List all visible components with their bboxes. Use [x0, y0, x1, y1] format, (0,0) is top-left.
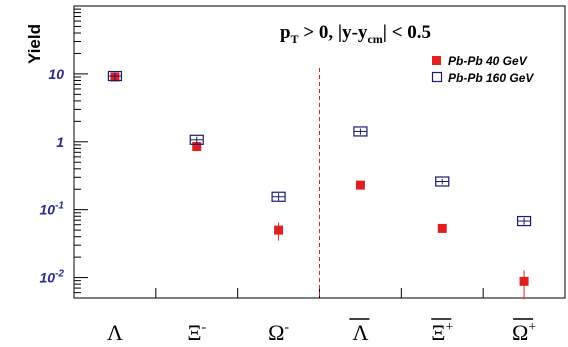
category-label: Ξ- — [187, 320, 206, 345]
y-tick-label: 10-1 — [40, 201, 65, 218]
point-160gev-4 — [435, 176, 450, 187]
point-160gev-0 — [107, 70, 123, 82]
legend-marker-160gev — [431, 71, 443, 83]
category-label: Λ — [107, 320, 123, 345]
point-160gev-3 — [353, 126, 368, 137]
point-40gev-1 — [192, 142, 202, 152]
point-40gev-5 — [519, 270, 529, 300]
svg-text:Ξ+: Ξ+ — [431, 320, 453, 345]
point-40gev-4 — [437, 223, 447, 233]
y-tick-label: 1 — [56, 134, 64, 150]
y-axis-label: Yield — [25, 24, 44, 64]
category-label: Ω+ — [512, 318, 536, 345]
point-160gev-1 — [189, 134, 204, 145]
svg-text:Ξ-: Ξ- — [187, 320, 206, 345]
category-label: Λ — [349, 318, 370, 345]
legend: Pb-Pb 40 GeV Pb-Pb 160 GeV — [431, 54, 534, 85]
svg-text:Ω-: Ω- — [268, 320, 289, 345]
legend-marker-40gev — [432, 56, 441, 65]
svg-text:Ω+: Ω+ — [512, 320, 536, 345]
category-label: Ξ+ — [431, 318, 453, 345]
legend-label-40gev: Pb-Pb 40 GeV — [448, 54, 528, 68]
legend-label-160gev: Pb-Pb 160 GeV — [448, 71, 534, 85]
category-label: Ω- — [268, 320, 289, 345]
point-160gev-2 — [271, 191, 286, 202]
y-tick-label: 10 — [48, 66, 64, 82]
point-40gev-3 — [355, 180, 365, 190]
svg-text:Λ: Λ — [352, 320, 368, 345]
y-tick-label: 10-2 — [40, 269, 65, 286]
y-axis-ticks: 10 1 10-1 10-2 — [40, 5, 88, 299]
point-40gev-2 — [274, 222, 284, 241]
kinematic-cut-annotation: pT > 0, |y-ycm| < 0.5 — [280, 22, 431, 46]
point-160gev-5 — [516, 215, 532, 227]
svg-text:Λ: Λ — [107, 320, 123, 345]
data-points — [107, 70, 532, 300]
x-axis-category-labels: Λ Ξ- Ω- Λ Ξ+ Ω+ — [107, 318, 536, 345]
